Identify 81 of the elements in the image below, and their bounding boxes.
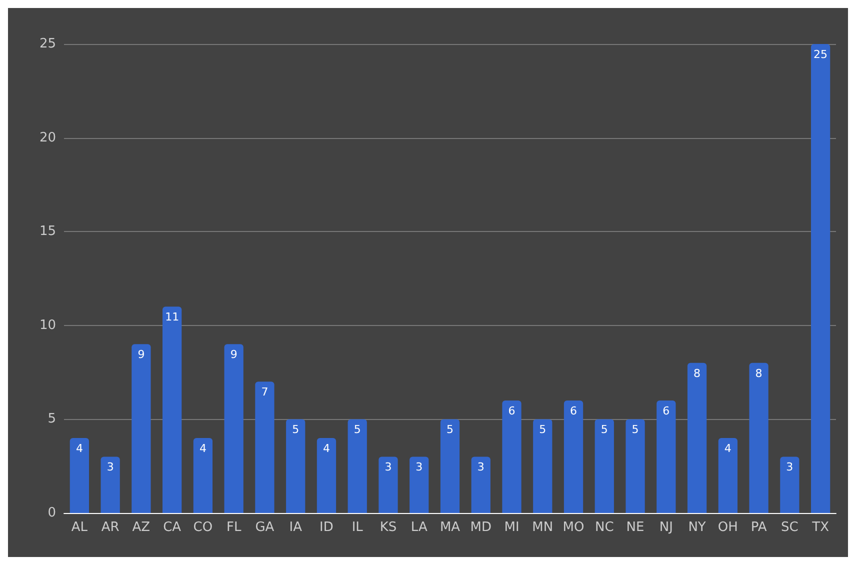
bar (626, 419, 645, 513)
data-label: 4 (724, 442, 732, 455)
data-label: 5 (292, 423, 300, 436)
bar (656, 400, 676, 513)
bar (100, 456, 120, 513)
bar (471, 456, 490, 513)
data-label: 9 (138, 348, 145, 362)
y-tick-label: 20 (39, 130, 56, 146)
x-tick-label: NC (594, 520, 614, 535)
data-label: 11 (165, 310, 180, 324)
x-tick-label: MO (562, 520, 584, 535)
data-label: 3 (416, 460, 423, 474)
x-tick-label: NJ (659, 520, 673, 535)
bar (780, 456, 800, 513)
x-tick-label: AZ (132, 520, 150, 535)
x-tick-label: LA (410, 520, 428, 535)
bar (162, 306, 182, 513)
bar (810, 44, 830, 513)
x-tick-label: CO (193, 520, 213, 535)
data-label: 6 (570, 404, 578, 418)
x-tick-label: ID (320, 520, 334, 535)
bar (193, 438, 213, 513)
x-tick-label: OH (718, 520, 738, 535)
bar (316, 438, 336, 513)
data-label: 5 (446, 423, 454, 436)
x-tick-label: AL (71, 520, 88, 535)
data-label: 3 (106, 460, 114, 474)
bar (378, 456, 398, 513)
bar (348, 419, 367, 513)
x-tick-label: PA (750, 520, 767, 535)
x-tick-label: KS (380, 520, 397, 535)
y-tick-label: 0 (48, 506, 56, 520)
data-label: 4 (199, 442, 206, 455)
data-label: 5 (600, 423, 608, 436)
bar (594, 419, 614, 513)
data-label: 5 (354, 423, 361, 436)
bar (286, 419, 306, 513)
x-tick-label: IA (289, 520, 302, 535)
data-label: 3 (477, 460, 484, 474)
bar (502, 400, 522, 513)
data-label: 6 (662, 404, 670, 418)
x-tick-label: NY (688, 520, 706, 535)
x-tick-label: MD (470, 520, 492, 535)
x-tick-label: GA (255, 520, 274, 535)
data-label: 8 (755, 366, 762, 380)
bar (70, 438, 90, 513)
bar (132, 344, 151, 513)
bar (410, 456, 429, 513)
bar (749, 362, 768, 513)
y-tick-label: 5 (48, 412, 56, 427)
data-label: 3 (384, 460, 392, 474)
x-tick-label: CA (163, 520, 182, 535)
x-tick-label: MI (504, 520, 520, 535)
bar (440, 419, 460, 513)
x-tick-label: TX (811, 520, 830, 535)
x-tick-label: FL (226, 520, 242, 535)
bar (718, 438, 738, 513)
data-label: 8 (694, 366, 701, 380)
x-tick-label: MN (532, 520, 554, 535)
data-label: 4 (76, 442, 83, 455)
bar (255, 382, 274, 513)
data-label: 6 (508, 404, 516, 418)
data-label: 9 (230, 348, 238, 362)
data-label: 4 (322, 442, 330, 455)
x-tick-label: MA (440, 520, 460, 535)
data-label: 5 (539, 423, 546, 436)
bar (224, 344, 244, 513)
y-tick-label: 10 (39, 318, 56, 333)
y-tick-label: 15 (39, 224, 56, 240)
bar (533, 419, 552, 513)
x-tick-label: SC (781, 520, 798, 535)
x-tick-label: IL (352, 520, 364, 535)
bar (564, 400, 584, 513)
data-label: 7 (261, 386, 268, 399)
x-tick-label: NE (626, 520, 644, 535)
bar (687, 362, 707, 513)
y-tick-label: 25 (39, 36, 56, 52)
x-tick-label: AR (101, 520, 120, 535)
data-label: 5 (632, 423, 639, 436)
data-label: 3 (786, 460, 794, 474)
data-label: 25 (814, 48, 828, 61)
